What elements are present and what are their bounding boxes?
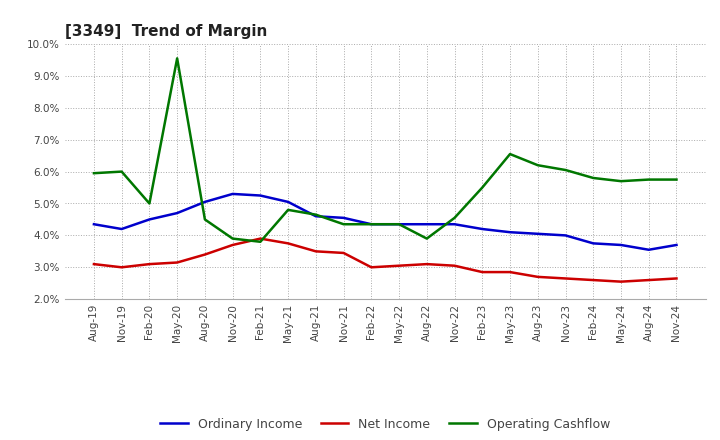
Operating Cashflow (228, 236, 237, 241)
Operating Cashflow (284, 207, 292, 213)
Net Income (117, 265, 126, 270)
Operating Cashflow (450, 215, 459, 220)
Ordinary Income (256, 193, 265, 198)
Ordinary Income (173, 210, 181, 216)
Net Income (312, 249, 320, 254)
Operating Cashflow (145, 201, 154, 206)
Net Income (256, 236, 265, 241)
Text: [3349]  Trend of Margin: [3349] Trend of Margin (65, 24, 267, 39)
Operating Cashflow (672, 177, 681, 182)
Ordinary Income (644, 247, 653, 253)
Net Income (228, 242, 237, 248)
Operating Cashflow (89, 171, 98, 176)
Net Income (284, 241, 292, 246)
Operating Cashflow (339, 222, 348, 227)
Operating Cashflow (644, 177, 653, 182)
Ordinary Income (561, 233, 570, 238)
Net Income (534, 274, 542, 279)
Operating Cashflow (256, 239, 265, 245)
Net Income (478, 269, 487, 275)
Net Income (89, 261, 98, 267)
Ordinary Income (505, 230, 514, 235)
Operating Cashflow (312, 212, 320, 217)
Net Income (395, 263, 403, 268)
Ordinary Income (201, 199, 210, 205)
Operating Cashflow (534, 162, 542, 168)
Operating Cashflow (423, 236, 431, 241)
Net Income (145, 261, 154, 267)
Operating Cashflow (616, 179, 625, 184)
Ordinary Income (589, 241, 598, 246)
Operating Cashflow (561, 167, 570, 172)
Ordinary Income (89, 222, 98, 227)
Operating Cashflow (478, 185, 487, 190)
Ordinary Income (450, 222, 459, 227)
Operating Cashflow (367, 222, 376, 227)
Operating Cashflow (589, 176, 598, 181)
Operating Cashflow (505, 151, 514, 157)
Operating Cashflow (395, 222, 403, 227)
Net Income (589, 278, 598, 283)
Ordinary Income (117, 226, 126, 231)
Net Income (450, 263, 459, 268)
Net Income (423, 261, 431, 267)
Ordinary Income (228, 191, 237, 197)
Legend: Ordinary Income, Net Income, Operating Cashflow: Ordinary Income, Net Income, Operating C… (156, 413, 615, 436)
Net Income (505, 269, 514, 275)
Net Income (672, 276, 681, 281)
Ordinary Income (145, 217, 154, 222)
Line: Ordinary Income: Ordinary Income (94, 194, 677, 250)
Net Income (561, 276, 570, 281)
Ordinary Income (534, 231, 542, 236)
Net Income (644, 278, 653, 283)
Ordinary Income (284, 199, 292, 205)
Ordinary Income (339, 215, 348, 220)
Ordinary Income (423, 222, 431, 227)
Line: Net Income: Net Income (94, 238, 677, 282)
Ordinary Income (478, 226, 487, 231)
Line: Operating Cashflow: Operating Cashflow (94, 59, 677, 242)
Ordinary Income (616, 242, 625, 248)
Operating Cashflow (117, 169, 126, 174)
Net Income (173, 260, 181, 265)
Net Income (201, 252, 210, 257)
Ordinary Income (367, 222, 376, 227)
Net Income (339, 250, 348, 256)
Operating Cashflow (173, 56, 181, 61)
Ordinary Income (672, 242, 681, 248)
Ordinary Income (395, 222, 403, 227)
Net Income (367, 265, 376, 270)
Ordinary Income (312, 214, 320, 219)
Net Income (616, 279, 625, 284)
Operating Cashflow (201, 217, 210, 222)
